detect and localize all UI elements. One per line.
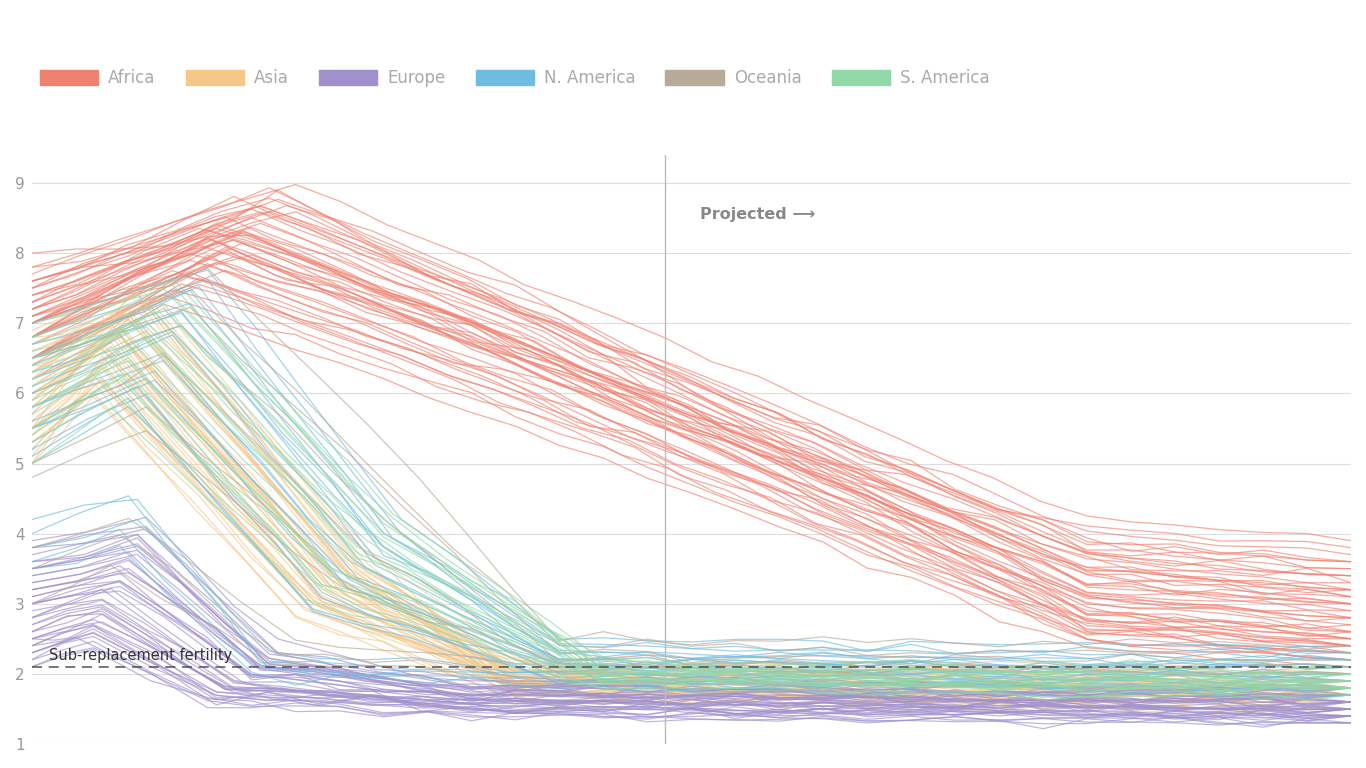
Text: Projected ⟶: Projected ⟶ — [701, 207, 816, 222]
Text: Sub-replacement fertility: Sub-replacement fertility — [49, 647, 232, 663]
Legend: Africa, Asia, Europe, N. America, Oceania, S. America: Africa, Asia, Europe, N. America, Oceani… — [40, 69, 989, 87]
